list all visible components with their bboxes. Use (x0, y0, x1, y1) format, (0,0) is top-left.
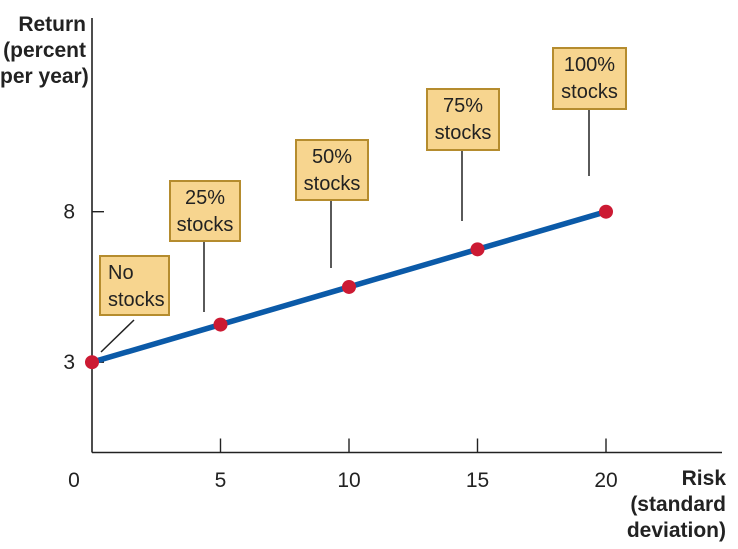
x-axis-label: Risk (standard deviation) (606, 466, 726, 544)
callout-label-line: stocks (561, 81, 618, 103)
callout-label-line: stocks (177, 214, 234, 236)
y-axis-label: Return (percent per year) (0, 12, 89, 90)
y-axis-label-line: (percent (3, 39, 86, 62)
callout-label-line: 50% (312, 146, 352, 168)
annotation-callout: No stocks (99, 255, 170, 353)
callout-box (295, 139, 369, 201)
callout-leader-line (100, 319, 135, 353)
callout-label-line: No (108, 262, 134, 284)
y-axis-ticks: 38 (63, 201, 104, 374)
callout-label-line: stocks (435, 122, 492, 144)
x-tick-label: 15 (466, 469, 489, 492)
annotation-callout: 75% stocks (426, 88, 500, 221)
x-axis-ticks: 0 5 10 15 20 (68, 438, 618, 492)
x-tick-label: 10 (337, 469, 360, 492)
annotation-callouts: No stocks 25% stocks 50% stocks 75% stocks 100% s… (99, 47, 627, 353)
callout-label-line: 100% (564, 54, 615, 76)
callout-box (99, 255, 170, 316)
y-tick-label: 8 (63, 201, 75, 224)
data-point (470, 242, 485, 257)
y-axis-label-line: Return (18, 13, 86, 36)
callout-label-line: 75% (443, 95, 483, 117)
data-point (599, 204, 613, 219)
data-point (342, 279, 356, 294)
x-tick-label: 20 (594, 469, 617, 492)
y-axis-label-line: per year) (0, 65, 89, 88)
data-point (85, 355, 99, 370)
x-tick-label: 5 (215, 469, 227, 492)
x-axis-label-line: deviation) (626, 519, 726, 542)
callout-box (552, 47, 627, 110)
callout-box (169, 180, 241, 242)
data-points (85, 204, 613, 370)
callout-label-line: 25% (185, 187, 225, 209)
y-tick-label: 3 (63, 351, 75, 374)
x-axis-label-line: Risk (681, 467, 726, 490)
x-tick-label: 0 (68, 469, 80, 492)
x-axis-label-line: (standard (630, 493, 726, 516)
callout-label-line: stocks (304, 173, 361, 195)
callout-box (426, 88, 500, 151)
callout-label-line: stocks (108, 289, 165, 311)
axes (91, 18, 722, 454)
annotation-callout: 50% stocks (295, 139, 369, 268)
annotation-callout: 100% stocks (552, 47, 627, 176)
data-point (213, 317, 228, 332)
annotation-callout: 25% stocks (169, 180, 241, 312)
